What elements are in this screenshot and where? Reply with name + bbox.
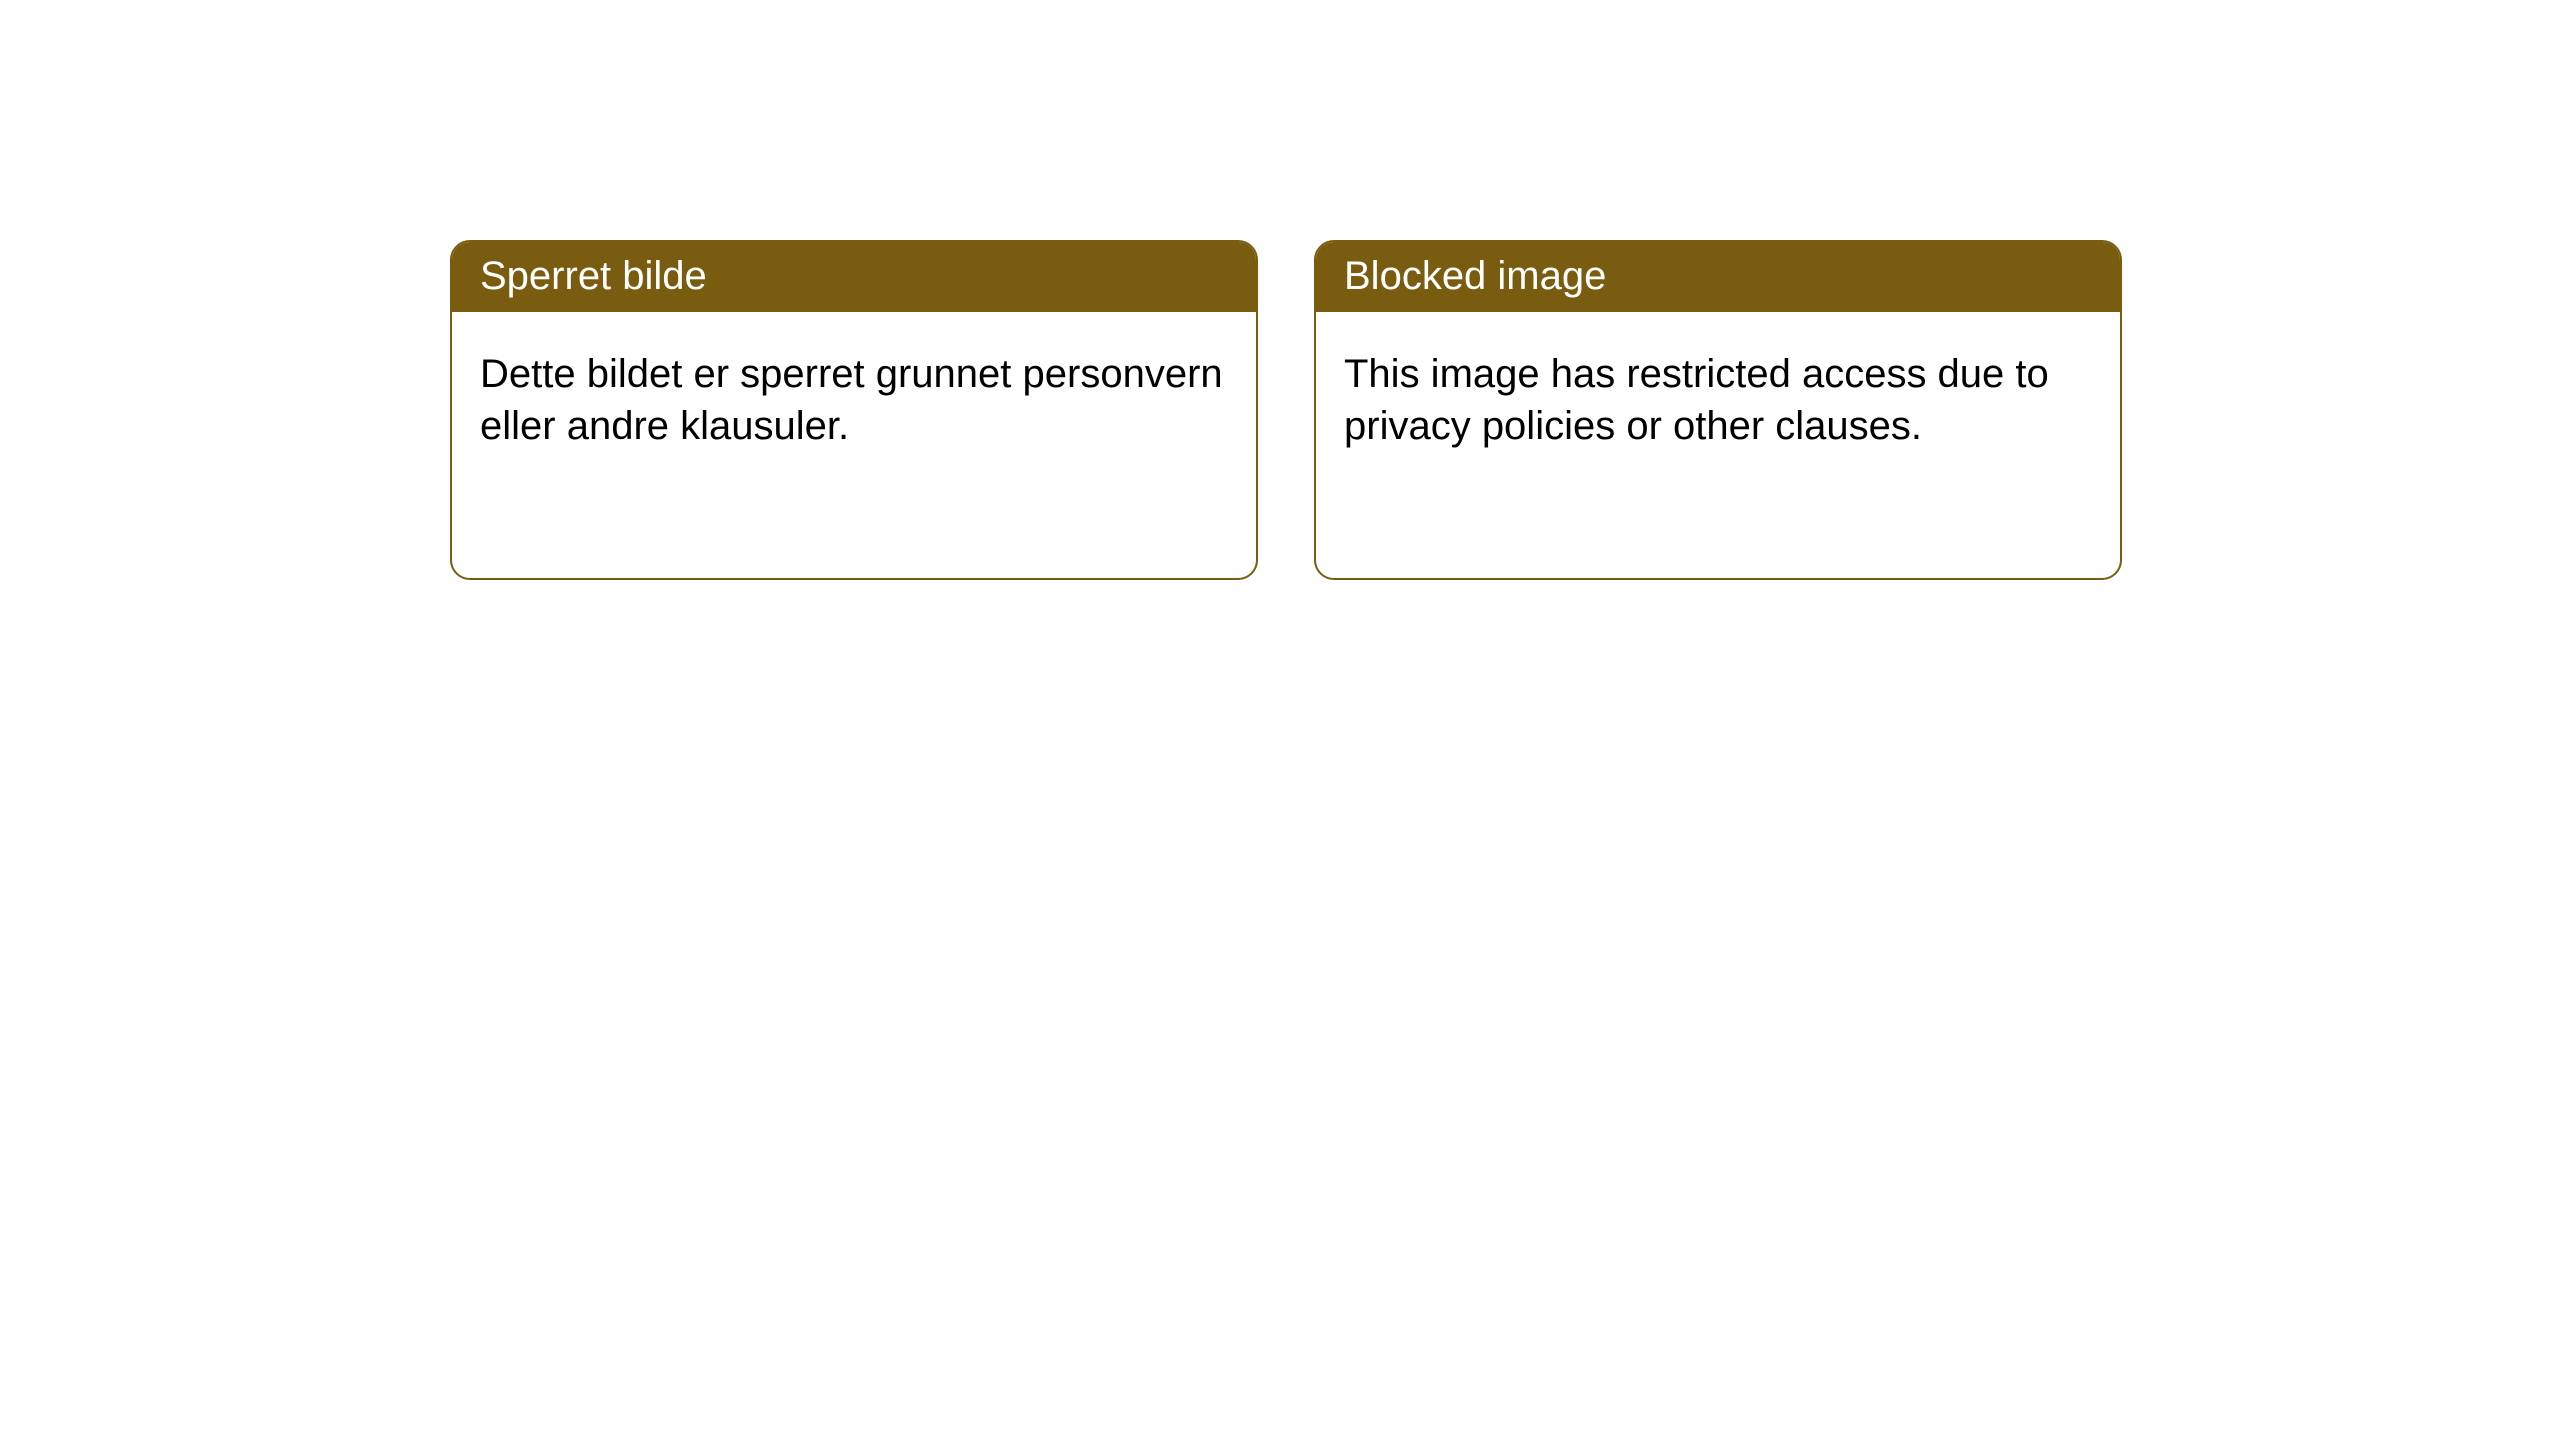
- notice-card-english: Blocked image This image has restricted …: [1314, 240, 2122, 580]
- card-text: Dette bildet er sperret grunnet personve…: [480, 352, 1223, 448]
- card-body: This image has restricted access due to …: [1316, 312, 2120, 488]
- card-title: Sperret bilde: [480, 254, 707, 298]
- notice-card-norwegian: Sperret bilde Dette bildet er sperret gr…: [450, 240, 1258, 580]
- card-text: This image has restricted access due to …: [1344, 352, 2049, 448]
- card-title: Blocked image: [1344, 254, 1606, 298]
- card-header: Blocked image: [1316, 242, 2120, 312]
- notice-container: Sperret bilde Dette bildet er sperret gr…: [0, 0, 2560, 580]
- card-body: Dette bildet er sperret grunnet personve…: [452, 312, 1256, 488]
- card-header: Sperret bilde: [452, 242, 1256, 312]
